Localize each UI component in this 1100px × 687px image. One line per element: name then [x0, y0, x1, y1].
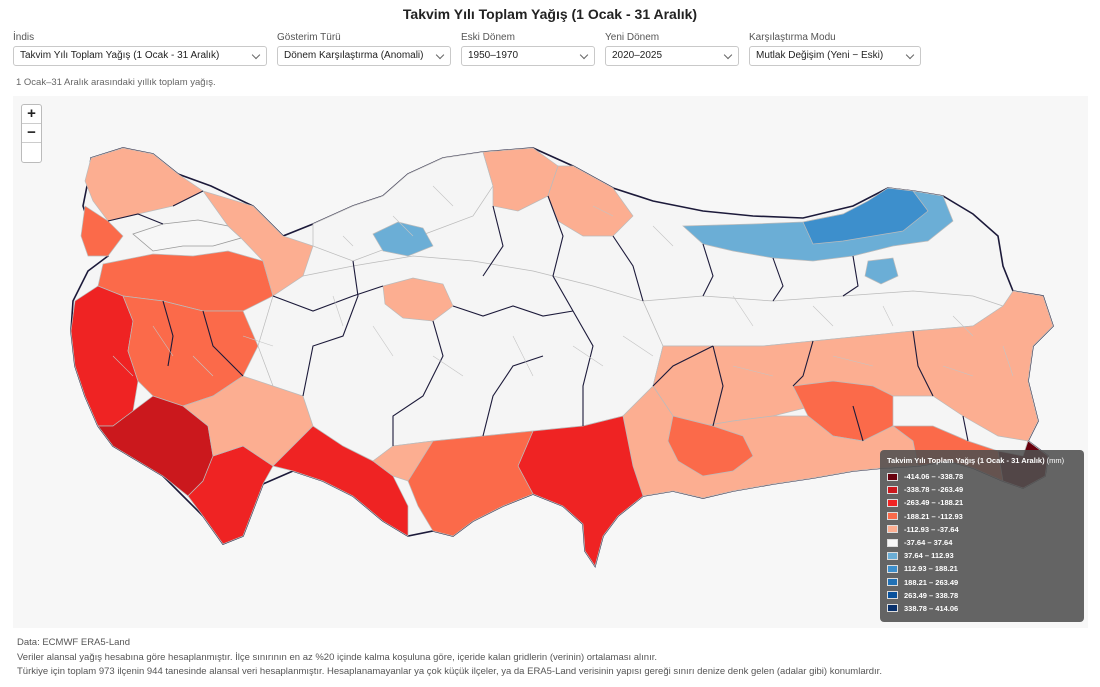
footer: Data: ECMWF ERA5-Land Veriler alansal ya… [17, 636, 882, 680]
legend-item: 188.21 – 263.49 [887, 576, 1077, 589]
footer-note-2: Türkiye için toplam 973 ilçenin 944 tane… [17, 666, 882, 677]
region-erzurum-positive [864, 257, 899, 285]
index-description: 1 Ocak–31 Aralık arasındaki yıllık topla… [16, 77, 216, 88]
legend-swatch [887, 578, 898, 587]
chevron-down-icon [251, 50, 261, 60]
footer-note-1: Veriler alansal yağış hesabına göre hesa… [17, 651, 658, 663]
legend-swatch [887, 472, 898, 481]
zoom-control: + − [21, 104, 42, 163]
region-bolu-positive [372, 221, 434, 257]
legend-title-text: Takvim Yılı Toplam Yağış (1 Ocak - 31 Ar… [887, 456, 1045, 465]
new-period-select[interactable]: 2020–2025 [605, 46, 739, 66]
region-rize-trabzon [802, 187, 929, 245]
legend-item: -112.93 – -37.64 [887, 523, 1077, 536]
display-type-label: Gösterim Türü [277, 32, 341, 43]
province-borders [107, 190, 969, 446]
legend-item: 338.78 – 414.06 [887, 602, 1077, 615]
legend-item: -37.64 – 37.64 [887, 536, 1077, 549]
map-container[interactable]: + − Takvim Yılı Toplam Yağış (1 Ocak - 3… [13, 96, 1088, 628]
controls-bar: İndis Takvim Yılı Toplam Yağış (1 Ocak -… [13, 32, 1093, 72]
display-type-select[interactable]: Dönem Karşılaştırma (Anomali) [277, 46, 451, 66]
map-legend: Takvim Yılı Toplam Yağış (1 Ocak - 31 Ar… [880, 450, 1084, 622]
region-teke [187, 445, 274, 545]
index-select-value: Takvim Yılı Toplam Yağış (1 Ocak - 31 Ar… [20, 50, 220, 61]
legend-swatch [887, 525, 898, 534]
chevron-down-icon [905, 50, 915, 60]
comparison-mode-label: Karşılaştırma Modu [749, 32, 836, 43]
old-period-control: Eski Dönem 1950–1970 [461, 32, 595, 66]
legend-swatch [887, 604, 898, 613]
region-ankara [382, 277, 454, 322]
index-control: İndis Takvim Yılı Toplam Yağış (1 Ocak -… [13, 32, 267, 66]
legend-swatch [887, 538, 898, 547]
index-select[interactable]: Takvim Yılı Toplam Yağış (1 Ocak - 31 Ar… [13, 46, 267, 66]
legend-label: -338.78 – -263.49 [904, 485, 964, 495]
chevron-down-icon [579, 50, 589, 60]
legend-item: -338.78 – -263.49 [887, 483, 1077, 496]
new-period-label: Yeni Dönem [605, 32, 660, 43]
legend-title: Takvim Yılı Toplam Yağış (1 Ocak - 31 Ar… [887, 456, 1077, 465]
legend-swatch [887, 512, 898, 521]
new-period-control: Yeni Dönem 2020–2025 [605, 32, 739, 66]
legend-swatch [887, 498, 898, 507]
legend-unit: (mm) [1046, 456, 1065, 465]
legend-label: 263.49 – 338.78 [904, 590, 959, 600]
chevron-down-icon [723, 50, 733, 60]
display-type-select-value: Dönem Karşılaştırma (Anomali) [284, 50, 424, 61]
legend-item: 37.64 – 112.93 [887, 549, 1077, 562]
region-gaziantep [667, 415, 754, 477]
turkey-map[interactable] [13, 96, 1088, 628]
legend-item: 263.49 – 338.78 [887, 589, 1077, 602]
comparison-mode-select-value: Mutlak Değişim (Yeni − Eski) [756, 50, 884, 61]
legend-label: -37.64 – 37.64 [904, 538, 953, 548]
page-title: Takvim Yılı Toplam Yağış (1 Ocak - 31 Ar… [402, 6, 698, 22]
legend-swatch [887, 485, 898, 494]
region-adana-hatay [517, 415, 644, 567]
data-source: Data: ECMWF ERA5-Land [17, 637, 130, 648]
old-period-select[interactable]: 1950–1970 [461, 46, 595, 66]
zoom-in-button[interactable]: + [22, 105, 41, 124]
legend-label: 338.78 – 414.06 [904, 603, 959, 613]
zoom-extra-button[interactable] [22, 143, 41, 162]
old-period-label: Eski Dönem [461, 32, 515, 43]
legend-swatch [887, 591, 898, 600]
legend-swatch [887, 564, 898, 573]
index-label: İndis [13, 32, 35, 43]
chevron-down-icon [435, 50, 445, 60]
legend-rows: -414.06 – -338.78 -338.78 – -263.49 -263.4… [887, 470, 1077, 615]
legend-label: -112.93 – -37.64 [904, 524, 959, 534]
comparison-mode-control: Karşılaştırma Modu Mutlak Değişim (Yeni … [749, 32, 921, 66]
comparison-mode-select[interactable]: Mutlak Değişim (Yeni − Eski) [749, 46, 921, 66]
legend-label: -414.06 – -338.78 [904, 472, 964, 482]
legend-item: -188.21 – -112.93 [887, 510, 1077, 523]
legend-item: 112.93 – 188.21 [887, 562, 1077, 575]
legend-label: -188.21 – -112.93 [904, 511, 963, 521]
legend-label: -263.49 – -188.21 [904, 498, 964, 508]
legend-label: 188.21 – 263.49 [904, 577, 959, 587]
display-type-control: Gösterim Türü Dönem Karşılaştırma (Anoma… [277, 32, 451, 66]
region-konya-south [372, 440, 434, 482]
legend-label: 112.93 – 188.21 [904, 564, 958, 574]
region-kastamonu [482, 147, 559, 212]
region-mersin [407, 430, 534, 537]
legend-label: 37.64 – 112.93 [904, 551, 954, 561]
legend-item: -263.49 – -188.21 [887, 496, 1077, 509]
district-borders [112, 185, 1014, 377]
legend-item: -414.06 – -338.78 [887, 470, 1077, 483]
zoom-out-button[interactable]: − [22, 124, 41, 143]
new-period-select-value: 2020–2025 [612, 50, 663, 61]
legend-swatch [887, 551, 898, 560]
old-period-select-value: 1950–1970 [468, 50, 519, 61]
